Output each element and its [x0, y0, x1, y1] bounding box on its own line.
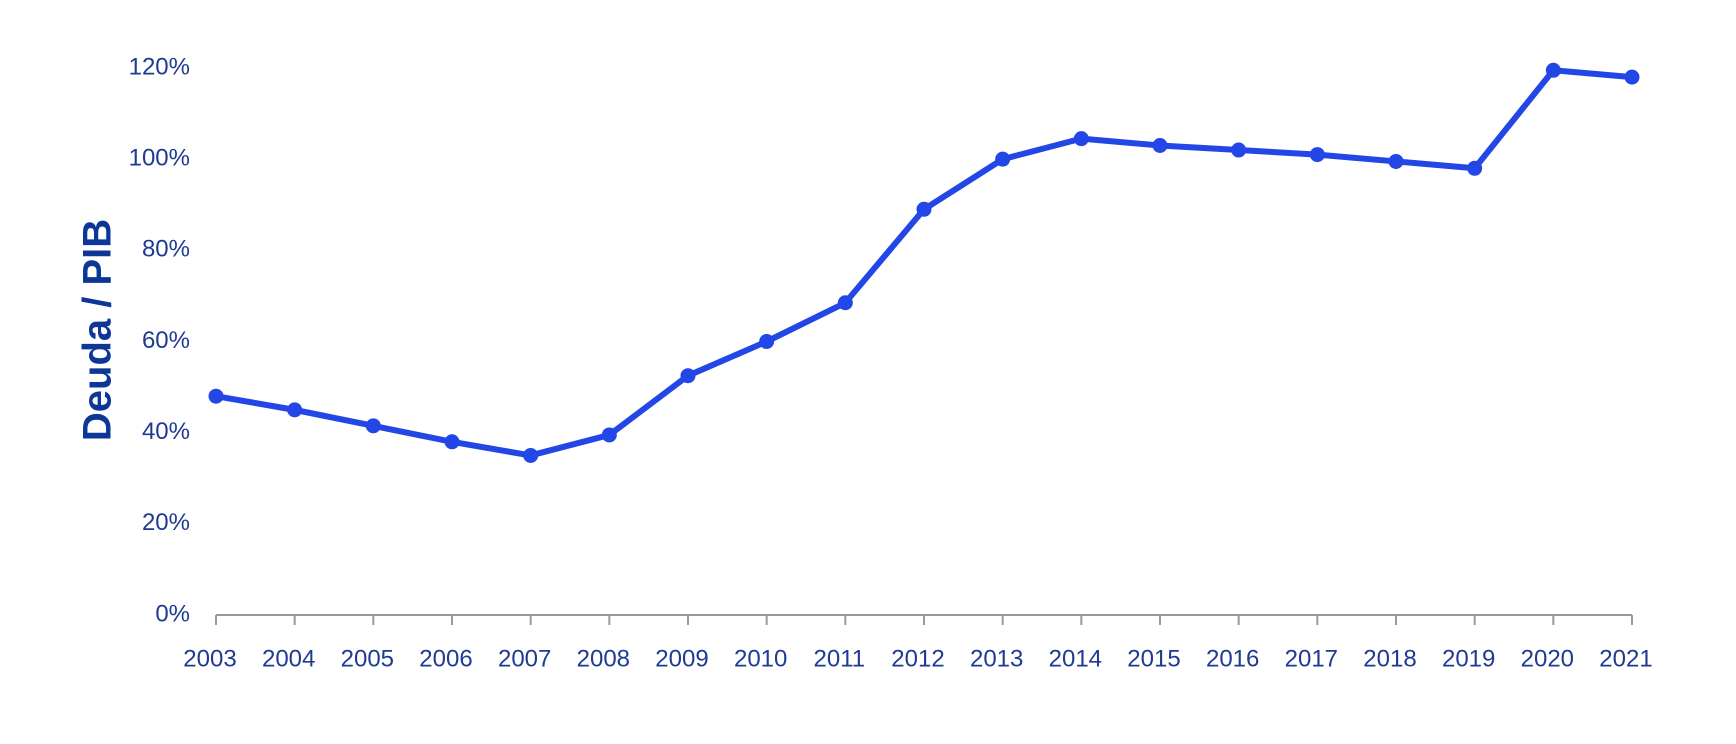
x-tick-label: 2005: [341, 645, 394, 672]
x-axis: [215, 614, 1633, 625]
data-point: [1309, 147, 1325, 163]
data-point: [916, 201, 932, 217]
y-axis-title: Deuda / PIB: [76, 219, 120, 441]
x-tick-label: 2021: [1599, 645, 1652, 672]
data-point: [601, 427, 617, 443]
x-tick-label: 2017: [1285, 645, 1338, 672]
y-axis-title-group: Deuda / PIB: [76, 219, 120, 441]
y-tick-label: 60%: [142, 327, 190, 354]
y-tick-label: 80%: [142, 236, 190, 263]
data-point: [837, 295, 853, 311]
x-tick-label: 2016: [1206, 645, 1259, 672]
data-point: [1152, 137, 1168, 153]
data-point: [1467, 160, 1483, 176]
x-tick-label: 2009: [655, 645, 708, 672]
y-tick-label: 20%: [142, 509, 190, 536]
x-tick-label: 2006: [419, 645, 472, 672]
data-point: [680, 368, 696, 384]
x-tick-label: 2013: [970, 645, 1023, 672]
data-point: [759, 334, 775, 349]
x-tick-label: 2014: [1049, 645, 1102, 672]
x-tick-label: 2004: [262, 645, 315, 672]
y-tick-label: 0%: [155, 600, 190, 627]
y-tick-label: 120%: [129, 53, 190, 80]
x-tick-label: 2015: [1127, 645, 1180, 672]
x-tick-label: 2018: [1363, 645, 1416, 672]
y-tick-label: 40%: [142, 418, 190, 445]
x-tick-label: 2012: [891, 645, 944, 672]
x-tick-label: 2010: [734, 645, 787, 672]
series-group: [208, 62, 1640, 463]
x-tick-label: 2003: [183, 645, 236, 672]
series-line: [213, 67, 1635, 459]
x-tick-label: 2007: [498, 645, 551, 672]
data-point: [995, 151, 1011, 167]
y-tick-labels: 0% 20% 40% 60% 80% 100% 120%: [129, 53, 190, 627]
y-tick-label: 100%: [129, 145, 190, 172]
data-point: [444, 434, 460, 450]
data-point: [1231, 142, 1247, 158]
x-tick-labels: 2003 2004 2005 2006 2007 2008 2009 2010 2011 2012…: [183, 645, 1652, 672]
data-point: [208, 388, 224, 404]
x-tick-label: 2011: [814, 645, 866, 672]
x-tick-label: 2019: [1442, 645, 1495, 672]
data-point: [523, 447, 539, 463]
data-point: [1624, 69, 1640, 85]
data-point: [287, 402, 303, 418]
x-tick-label: 2020: [1521, 645, 1574, 672]
data-point: [1388, 153, 1404, 169]
data-point: [365, 418, 381, 434]
data-point: [1545, 62, 1561, 78]
data-point: [1073, 131, 1089, 147]
x-tick-label: 2008: [577, 645, 630, 672]
